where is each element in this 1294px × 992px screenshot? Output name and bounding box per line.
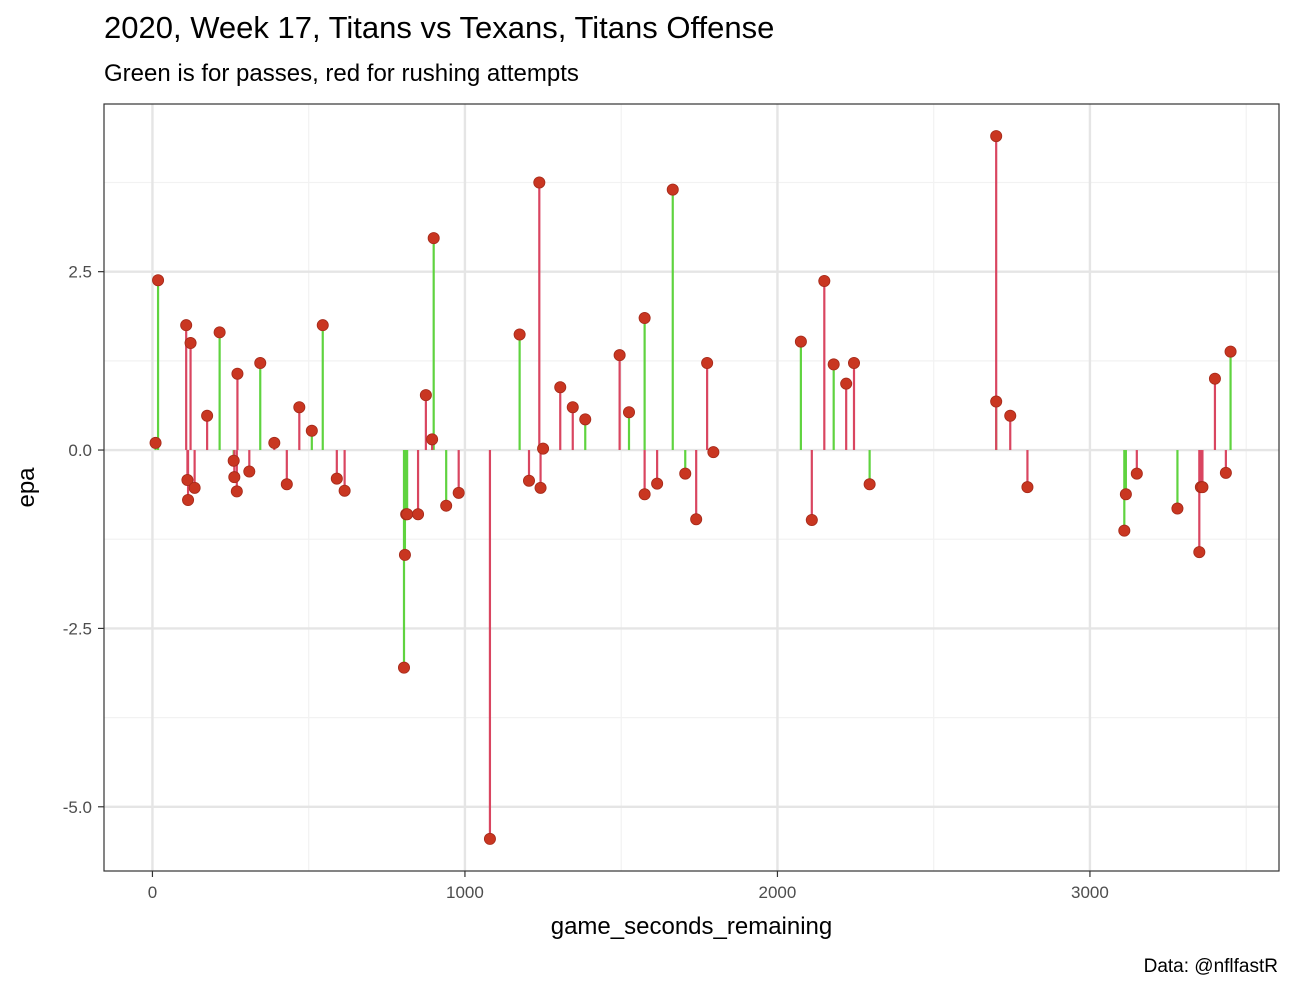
y-tick-label: -5.0 (63, 798, 92, 817)
run-point (533, 176, 546, 189)
pass-point (316, 319, 329, 332)
run-point (230, 485, 243, 498)
pass-point (401, 508, 414, 521)
pass-point (513, 328, 526, 341)
chart-title: 2020, Week 17, Titans vs Texans, Titans … (104, 10, 775, 45)
run-point (231, 367, 244, 380)
y-axis-title: epa (13, 467, 40, 508)
plot-border (103, 103, 1280, 872)
pass-point (397, 661, 410, 674)
run-point (818, 274, 831, 287)
y-tick-label: 2.5 (68, 263, 92, 282)
x-axis-title: game_seconds_remaining (551, 913, 833, 940)
run-point (452, 486, 465, 499)
pass-point (638, 312, 651, 325)
pass-point (213, 326, 226, 339)
pass-point (537, 442, 550, 455)
pass-point (1171, 502, 1184, 515)
run-point (848, 356, 861, 369)
run-point (330, 472, 343, 485)
pass-point (305, 424, 318, 437)
pass-point (254, 356, 267, 369)
pass-point (427, 232, 440, 245)
data-source-caption: Data: @nflfastR (1143, 956, 1278, 977)
minor-gridlines (104, 104, 1279, 871)
run-point (523, 474, 536, 487)
run-point (651, 477, 664, 490)
run-point (243, 465, 256, 478)
x-tick-label: 1000 (446, 883, 484, 902)
pass-point (1118, 524, 1131, 537)
pass-point (579, 413, 592, 426)
run-point (180, 319, 193, 332)
pass-point (827, 358, 840, 371)
run-point (1130, 467, 1143, 480)
x-axis: 0 1000 2000 3000 (148, 871, 1109, 902)
x-tick-label: 3000 (1071, 883, 1109, 902)
run-point (1193, 546, 1206, 559)
pass-point (149, 436, 162, 449)
run-point (338, 484, 351, 497)
pass-point (1119, 488, 1132, 501)
run-point (182, 493, 195, 506)
run-point (268, 436, 281, 449)
pass-point (227, 454, 240, 467)
plot-panel (104, 104, 1279, 871)
y-tick-label: -2.5 (63, 619, 92, 638)
pass-point (863, 478, 876, 491)
run-point (419, 389, 432, 402)
run-point (184, 337, 197, 350)
run-point (701, 356, 714, 369)
run-point (638, 488, 651, 501)
run-point (1196, 481, 1209, 494)
run-point (280, 478, 293, 491)
run-point (412, 508, 425, 521)
run-point (181, 474, 194, 487)
pass-point (440, 499, 453, 512)
run-point (483, 832, 496, 845)
run-point (228, 471, 241, 484)
pass-point (152, 274, 165, 287)
run-point (707, 446, 720, 459)
run-point (840, 377, 853, 390)
run-point (534, 481, 547, 494)
y-axis: -5.0 -2.5 0.0 2.5 (63, 263, 104, 817)
run-point (1021, 481, 1034, 494)
run-point (690, 513, 703, 526)
y-tick-label: 0.0 (68, 441, 92, 460)
points (149, 130, 1237, 845)
run-point (188, 481, 201, 494)
pass-point (794, 335, 807, 348)
run-point (566, 401, 579, 414)
pass-point (623, 406, 636, 419)
run-point (554, 381, 567, 394)
pass-point (679, 467, 692, 480)
run-point (1004, 409, 1017, 422)
pass-point (1224, 345, 1237, 358)
run-point (1219, 466, 1232, 479)
pass-point (990, 395, 1003, 408)
run-point (426, 433, 439, 446)
x-tick-label: 2000 (759, 883, 797, 902)
x-tick-label: 0 (148, 883, 157, 902)
pass-point (398, 548, 411, 561)
run-point (1208, 372, 1221, 385)
run-point (990, 130, 1003, 143)
run-point (293, 401, 306, 414)
run-point (201, 409, 214, 422)
chart-subtitle: Green is for passes, red for rushing att… (104, 60, 579, 87)
pass-point (666, 183, 679, 196)
run-point (613, 349, 626, 362)
run-point (805, 513, 818, 526)
